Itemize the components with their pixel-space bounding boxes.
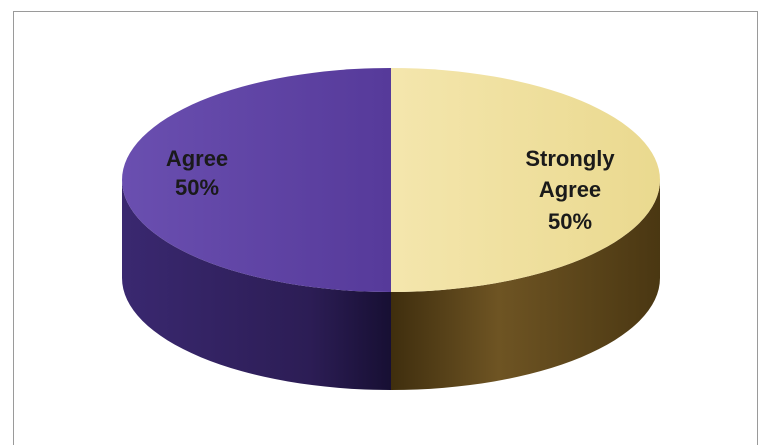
label-agree-name: Agree	[166, 146, 228, 171]
pie-slice-side-strongly-agree	[391, 180, 660, 390]
label-strongly-agree-name-line1: Strongly	[525, 146, 615, 171]
pie-slice-strongly-agree	[391, 68, 660, 292]
label-strongly-agree-percent: 50%	[548, 209, 592, 234]
pie-slice-agree	[122, 68, 391, 292]
pie-slice-side-agree	[122, 180, 391, 390]
label-strongly-agree-name-line2: Agree	[539, 177, 601, 202]
label-agree-percent: 50%	[175, 175, 219, 200]
